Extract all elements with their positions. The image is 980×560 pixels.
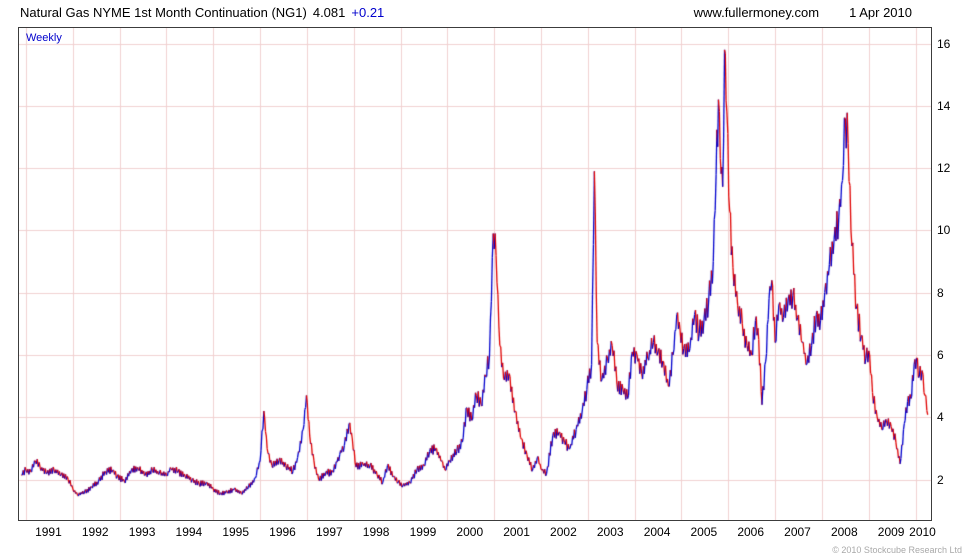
y-tick-label: 12: [937, 161, 951, 176]
header-bar: Natural Gas NYME 1st Month Continuation …: [20, 5, 912, 20]
x-tick-label: 1994: [175, 525, 203, 539]
y-tick-label: 8: [937, 285, 944, 300]
x-tick-label: 2009: [877, 525, 905, 539]
last-price: 4.081: [312, 5, 346, 20]
x-tick-label: 2002: [550, 525, 577, 539]
x-tick-label: 1997: [315, 525, 343, 539]
y-tick-label: 10: [937, 223, 951, 238]
x-tick-label: 2007: [784, 525, 811, 539]
price-canvas: [19, 28, 931, 520]
x-tick-label: 2010: [909, 525, 936, 539]
plot-frame: Weekly: [18, 27, 932, 521]
header-right: www.fullermoney.com 1 Apr 2010: [694, 5, 912, 20]
x-tick-label: 2000: [456, 525, 484, 539]
y-tick-label: 16: [937, 36, 951, 51]
x-tick-label: 1991: [35, 525, 62, 539]
website-link[interactable]: www.fullermoney.com: [693, 5, 820, 20]
chart-date: 1 Apr 2010: [849, 5, 912, 20]
x-tick-label: 1995: [222, 525, 250, 539]
y-tick-label: 6: [937, 347, 944, 362]
x-tick-label: 2001: [503, 525, 530, 539]
x-tick-label: 2004: [643, 525, 671, 539]
y-tick-label: 2: [937, 472, 944, 487]
instrument-title: Natural Gas NYME 1st Month Continuation …: [20, 5, 307, 20]
copyright-notice: © 2010 Stockcube Research Ltd: [832, 545, 962, 555]
y-tick-label: 14: [937, 98, 951, 113]
price-change: +0.21: [351, 5, 385, 20]
x-tick-label: 2006: [737, 525, 765, 539]
x-tick-label: 1993: [128, 525, 156, 539]
x-tick-label: 1996: [269, 525, 296, 539]
x-tick-label: 2008: [830, 525, 858, 539]
x-tick-label: 2005: [690, 525, 718, 539]
y-tick-label: 4: [937, 410, 944, 425]
x-tick-label: 1992: [81, 525, 109, 539]
x-tick-label: 1999: [409, 525, 437, 539]
x-tick-label: 1998: [362, 525, 390, 539]
y-axis-labels: 2 4 6 8 10 12 14 16: [937, 28, 977, 520]
x-tick-label: 2003: [596, 525, 624, 539]
x-axis-labels: 1991 1992 1993 1994 1995 1996 1997 1998 1999 2000…: [18, 525, 936, 541]
frequency-label: Weekly: [26, 32, 62, 44]
instrument-header: Natural Gas NYME 1st Month Continuation …: [20, 5, 390, 20]
